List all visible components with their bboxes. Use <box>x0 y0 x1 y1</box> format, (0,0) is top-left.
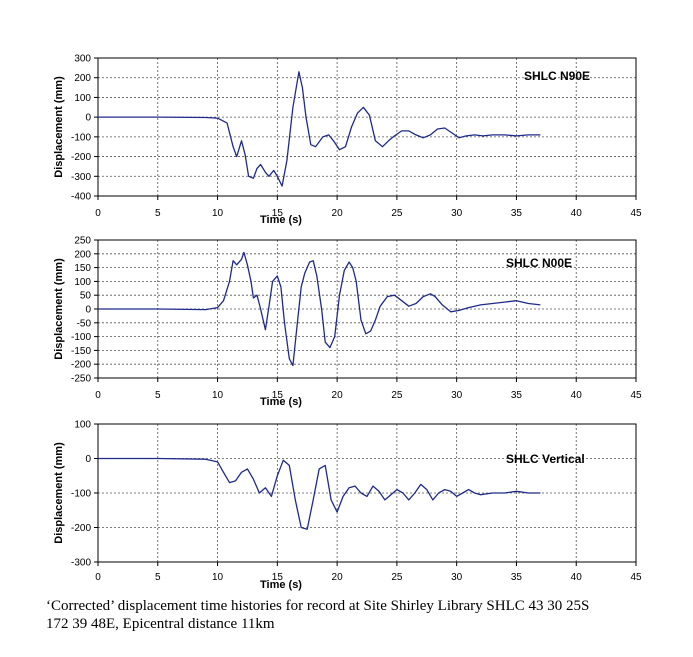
x-tick-label: 0 <box>95 390 101 401</box>
x-tick-label: 15 <box>272 390 284 401</box>
y-axis-label: Displacement (mm) <box>53 76 65 178</box>
x-tick-label: 40 <box>571 572 583 583</box>
y-tick-label: 300 <box>74 54 91 65</box>
x-tick-label: 35 <box>511 572 523 583</box>
x-tick-label: 5 <box>155 208 161 219</box>
x-tick-label: 35 <box>511 390 523 401</box>
x-tick-label: 0 <box>95 208 101 219</box>
y-tick-label: 50 <box>80 291 92 302</box>
y-tick-label: 100 <box>74 277 91 288</box>
y-tick-label: 150 <box>74 263 91 274</box>
x-tick-label: 25 <box>391 208 403 219</box>
y-axis-label: Displacement (mm) <box>53 258 65 360</box>
panel-label: SHLC N00E <box>506 256 572 270</box>
y-tick-label: -200 <box>71 152 91 163</box>
x-tick-label: 20 <box>332 572 344 583</box>
y-tick-label: 100 <box>74 420 91 431</box>
y-tick-label: 0 <box>85 305 91 316</box>
y-tick-label: 0 <box>85 113 91 124</box>
x-tick-label: 40 <box>571 208 583 219</box>
x-tick-label: 5 <box>155 572 161 583</box>
x-tick-label: 30 <box>451 390 463 401</box>
x-axis-label: Time (s) <box>260 396 302 408</box>
x-tick-label: 45 <box>630 208 642 219</box>
x-tick-label: 10 <box>212 390 224 401</box>
x-tick-label: 30 <box>451 208 463 219</box>
x-tick-label: 40 <box>571 390 583 401</box>
plot-frame <box>97 423 637 563</box>
x-tick-label: 5 <box>155 390 161 401</box>
panel-label: SHLC N90E <box>524 69 590 83</box>
panel-label: SHLC Vertical <box>506 452 585 466</box>
y-tick-label: 250 <box>74 236 91 247</box>
x-tick-label: 45 <box>630 390 642 401</box>
x-tick-label: 45 <box>630 572 642 583</box>
displacement-series-line <box>98 457 541 530</box>
y-tick-label: 100 <box>74 93 91 104</box>
x-tick-label: 35 <box>511 208 523 219</box>
y-tick-label: -300 <box>71 558 91 569</box>
x-axis-label: Time (s) <box>260 579 302 591</box>
y-tick-label: 200 <box>74 249 91 260</box>
y-tick-label: -200 <box>71 360 91 371</box>
chart-panel-2: 250 200 150 100 50 0 -50 -100 -150 -200 -250 0 5 10 15… <box>53 236 642 409</box>
y-tick-label: -100 <box>71 332 91 343</box>
y-axis-label: Displacement (mm) <box>53 442 65 544</box>
x-tick-label: 30 <box>451 572 463 583</box>
x-tick-label: 20 <box>332 208 344 219</box>
caption-line-2: 172 39 48E, Epicentral distance 11km <box>46 616 275 632</box>
y-tick-label: -400 <box>71 192 91 203</box>
x-tick-label: 10 <box>212 208 224 219</box>
plot-area <box>98 58 636 196</box>
y-tick-label: -50 <box>77 318 92 329</box>
x-tick-label: 20 <box>332 390 344 401</box>
y-tick-label: -100 <box>71 489 91 500</box>
figure-caption: ‘Corrected’ displacement time histories … <box>46 597 666 633</box>
chart-panel-1: 300 200 100 0 -100 -200 -300 -400 0 5 10 15 20 25 30 35… <box>53 54 642 227</box>
chart-panel-3: 100 0 -100 -200 -300 0 5 10 15 20 25 30 35 40 45 Time (… <box>53 420 642 592</box>
y-tick-label: 200 <box>74 73 91 84</box>
displacement-series-line <box>98 251 541 367</box>
y-tick-label: -150 <box>71 346 91 357</box>
x-tick-label: 0 <box>95 572 101 583</box>
caption-line-1: ‘Corrected’ displacement time histories … <box>46 598 590 614</box>
x-tick-label: 25 <box>391 390 403 401</box>
y-tick-label: -200 <box>71 523 91 534</box>
plot-frame <box>97 57 637 197</box>
y-tick-label: -100 <box>71 132 91 143</box>
x-tick-label: 15 <box>272 572 284 583</box>
x-tick-label: 10 <box>212 572 224 583</box>
x-tick-label: 15 <box>272 208 284 219</box>
y-tick-label: 0 <box>85 454 91 465</box>
y-tick-label: -300 <box>71 172 91 183</box>
displacement-series-line <box>98 71 541 187</box>
y-tick-label: -250 <box>71 374 91 385</box>
x-tick-label: 25 <box>391 572 403 583</box>
x-axis-label: Time (s) <box>260 214 302 226</box>
